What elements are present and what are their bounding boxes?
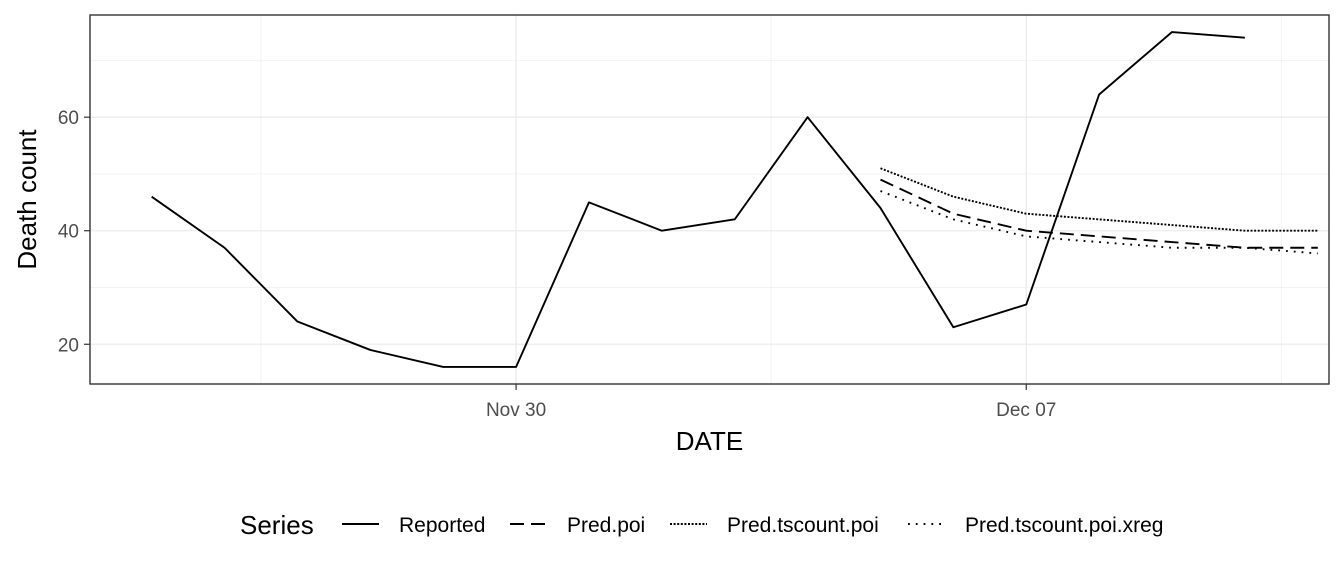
y-tick-label-2: 60 [58,108,79,129]
y-axis: 20 40 60 [58,108,90,356]
series-line-reported [151,31,1245,368]
y-tick-label-0: 20 [58,335,79,356]
legend-label-1: Pred.poi [567,514,645,537]
legend-label-2: Pred.tscount.poi [727,514,879,537]
y-axis-title: Death count [12,129,42,270]
series-lines [151,31,1318,368]
legend-title: Series [240,510,314,540]
series-line-pred-tscount-poi [880,167,1318,232]
x-tick-label-1: Dec 07 [996,400,1056,421]
series-line-pred-poi [880,178,1318,249]
y-tick-label-1: 40 [58,222,79,243]
x-axis-title: DATE [676,426,743,456]
legend-label-3: Pred.tscount.poi.xreg [965,514,1163,537]
legend: Series Reported Pred.poi Pred.tscount.poi P… [240,510,1163,540]
legend-label-0: Reported [399,514,485,537]
series-line-pred-tscount-poi-xreg [880,190,1318,255]
grid [90,15,1329,384]
x-axis: Nov 30 Dec 07 [486,384,1056,421]
panel-border [89,14,1330,385]
x-tick-label-0: Nov 30 [486,400,546,421]
